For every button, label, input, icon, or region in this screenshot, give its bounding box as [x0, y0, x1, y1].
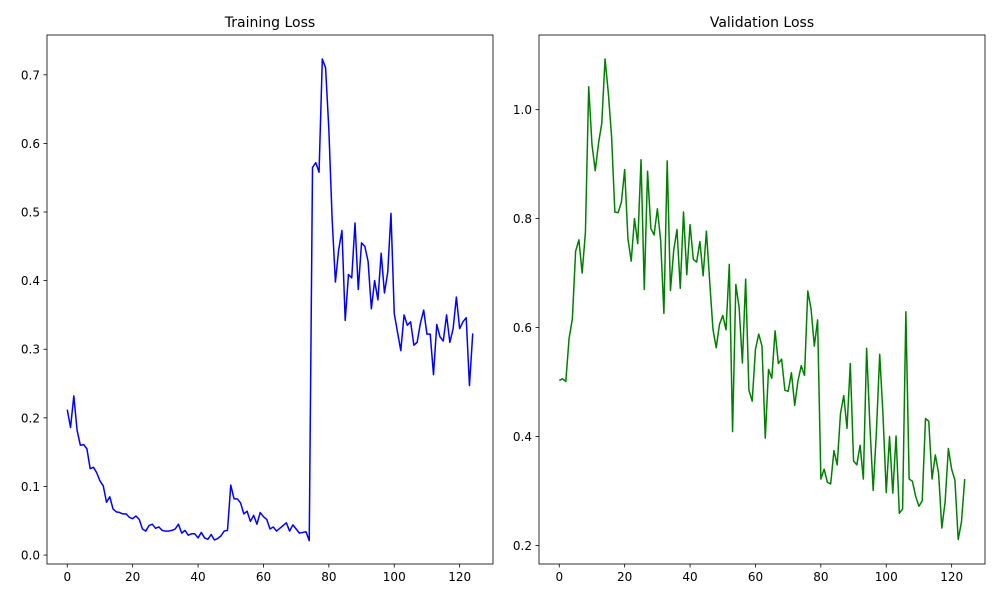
training-loss-x-tick-label: 80 — [321, 570, 336, 584]
training-loss-y-tick-label: 0.1 — [21, 480, 40, 494]
validation-loss-panel: Validation Loss 0 20 40 60 80 100 120 0.2 0.4 0.6… — [513, 15, 986, 584]
training-loss-title: Training Loss — [224, 15, 315, 31]
validation-loss-series-line — [558, 58, 966, 541]
validation-loss-plot: 0 20 40 60 80 100 120 0.2 0.4 0.6 0.8 1.0 — [513, 34, 986, 584]
validation-loss-x-tick-label: 0 — [555, 570, 563, 584]
validation-loss-x-tick-label: 80 — [813, 570, 828, 584]
validation-loss-x-tick-label: 120 — [940, 570, 963, 584]
training-loss-y-tick-label: 0.0 — [21, 549, 40, 563]
training-loss-panel: Training Loss 0 20 40 60 80 100 120 0.0 0.1 0.2 0.… — [21, 15, 494, 584]
training-loss-x-tick-label: 120 — [448, 570, 471, 584]
validation-loss-y-tick-label: 0.4 — [513, 430, 532, 444]
validation-loss-x-tick-label: 100 — [875, 570, 898, 584]
training-loss-axes-frame — [46, 34, 494, 565]
validation-loss-x-tick-label: 60 — [748, 570, 763, 584]
training-loss-y-tick-label: 0.3 — [21, 343, 40, 357]
validation-loss-y-tick-label: 0.8 — [513, 212, 532, 226]
validation-loss-title: Validation Loss — [710, 15, 814, 31]
training-loss-y-tick-label: 0.5 — [21, 206, 40, 220]
training-loss-series-line — [66, 58, 474, 542]
training-loss-plot: 0 20 40 60 80 100 120 0.0 0.1 0.2 0.3 0.4 0.5 0.6 0.7 — [21, 34, 494, 584]
training-loss-y-tick-label: 0.6 — [21, 137, 40, 151]
validation-loss-x-tick-label: 20 — [617, 570, 632, 584]
training-loss-y-tick-label: 0.4 — [21, 274, 40, 288]
training-loss-x-tick-label: 100 — [383, 570, 406, 584]
validation-loss-y-tick-label: 0.6 — [513, 321, 532, 335]
training-loss-y-tick-label: 0.7 — [21, 68, 40, 82]
validation-loss-y-tick-label: 0.2 — [513, 539, 532, 553]
training-loss-x-tick-label: 0 — [63, 570, 71, 584]
training-loss-y-tick-label: 0.2 — [21, 411, 40, 425]
validation-loss-y-tick-label: 1.0 — [513, 103, 532, 117]
training-loss-x-tick-label: 20 — [125, 570, 140, 584]
validation-loss-x-tick-label: 40 — [682, 570, 697, 584]
training-loss-x-tick-label: 60 — [256, 570, 271, 584]
validation-loss-axes-frame — [538, 34, 986, 565]
training-loss-x-tick-label: 40 — [190, 570, 205, 584]
